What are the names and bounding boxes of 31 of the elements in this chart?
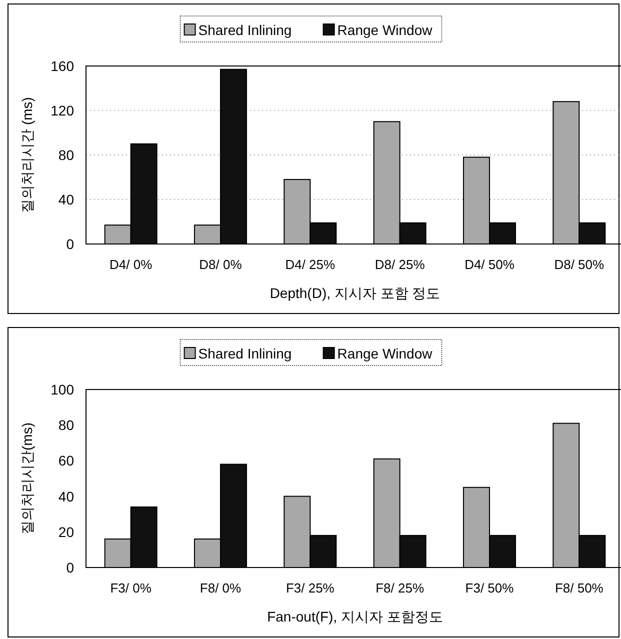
- x-tick-label: F8/ 0%: [200, 580, 242, 596]
- x-tick-label: F3/ 50%: [465, 580, 514, 596]
- x-tick-label: F8/ 50%: [554, 580, 604, 596]
- x-tick-label: F3/ 0%: [110, 580, 152, 596]
- y-tick-label: 0: [66, 236, 74, 252]
- x-axis-title: Fan-out(F), 지시자 포함정도: [267, 608, 443, 624]
- x-tick-label: D4/ 25%: [285, 257, 336, 272]
- x-tick-label: D8/ 50%: [554, 257, 605, 272]
- legend-label: Shared Inlining: [198, 346, 292, 362]
- legend-label: Range Window: [337, 22, 434, 38]
- y-tick-label: 80: [58, 417, 74, 434]
- y-tick-label: 40: [58, 488, 74, 504]
- x-tick-label: D8/ 25%: [374, 257, 426, 272]
- y-tick-label: 160: [50, 58, 74, 74]
- y-tick-label: 120: [50, 102, 74, 118]
- legend-label: Range Window: [337, 346, 434, 362]
- y-tick-label: 0: [66, 560, 74, 576]
- y-tick-label: 40: [58, 192, 74, 208]
- y-tick-label: 80: [58, 147, 74, 163]
- y-tick-label: 60: [58, 452, 74, 469]
- x-axis-title: Depth(D), 지시자 포함 정도: [270, 285, 440, 301]
- y-tick-label: 100: [50, 382, 74, 398]
- x-tick-label: F3/ 25%: [286, 580, 335, 596]
- y-axis-title: 질의처리시간(ms): [19, 422, 35, 534]
- x-tick-label: D8/ 0%: [199, 257, 242, 272]
- legend-label: Shared Inlining: [198, 22, 292, 38]
- x-tick-label: F8/ 25%: [376, 580, 424, 596]
- x-tick-label: D4/ 50%: [464, 257, 515, 272]
- x-tick-label: D4/ 0%: [110, 257, 153, 272]
- y-axis-title: 질의처리시간 (ms): [19, 97, 35, 213]
- y-tick-label: 20: [58, 524, 74, 540]
